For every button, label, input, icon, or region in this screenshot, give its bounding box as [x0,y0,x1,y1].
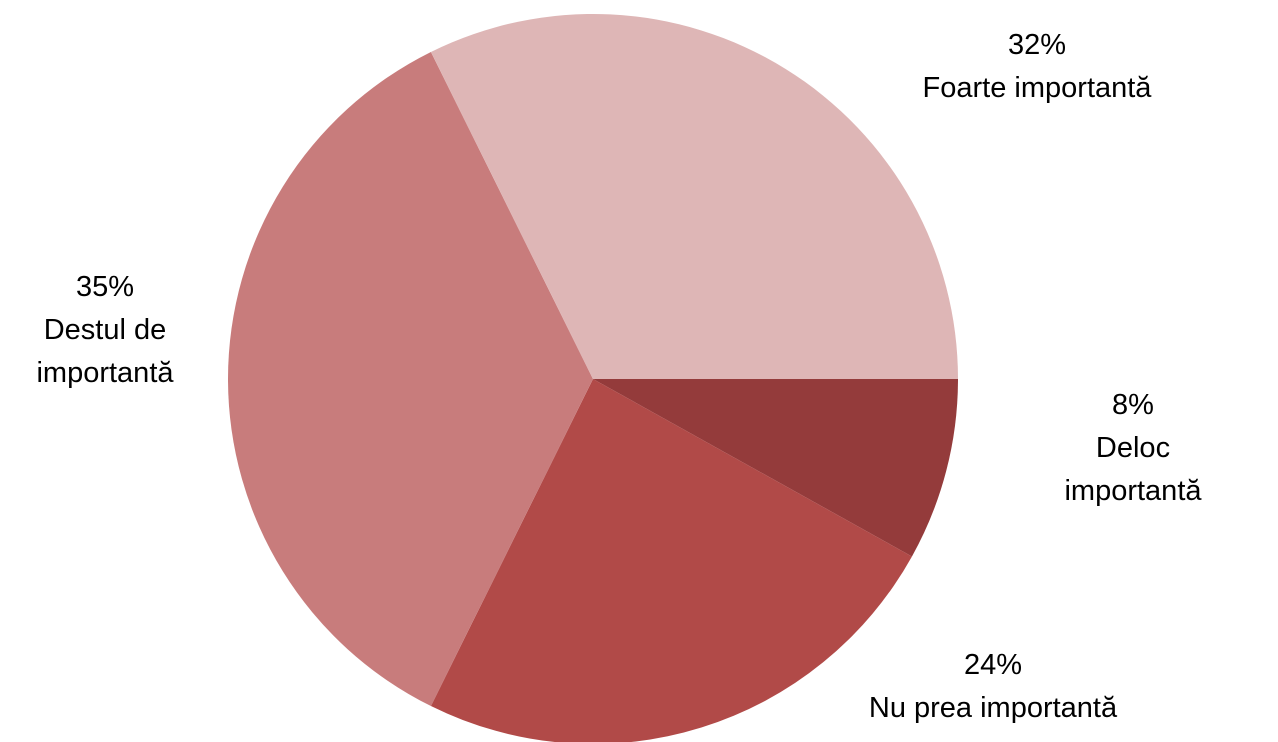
pie-slice [593,379,958,557]
value-label: 8% [1112,389,1154,421]
slice-label: 35% Destul de importantă [10,266,200,395]
category-label: Destul de importantă [36,314,174,389]
pie-slice [430,379,912,742]
value-label: 35% [75,271,135,303]
value-label: 32% [1007,29,1067,61]
value-label: 24% [963,649,1023,681]
slice-label: 24% Nu prea importantă [869,644,1117,730]
category-label: Deloc importantă [1064,432,1202,507]
category-label: Foarte importantă [922,72,1152,104]
pie-slice [227,51,594,707]
slice-label: 32% Foarte importantă [923,24,1152,110]
slice-label: 8% Deloc importantă [1061,384,1206,513]
category-label: Nu prea importantă [868,692,1118,724]
pie-slice [430,13,959,380]
